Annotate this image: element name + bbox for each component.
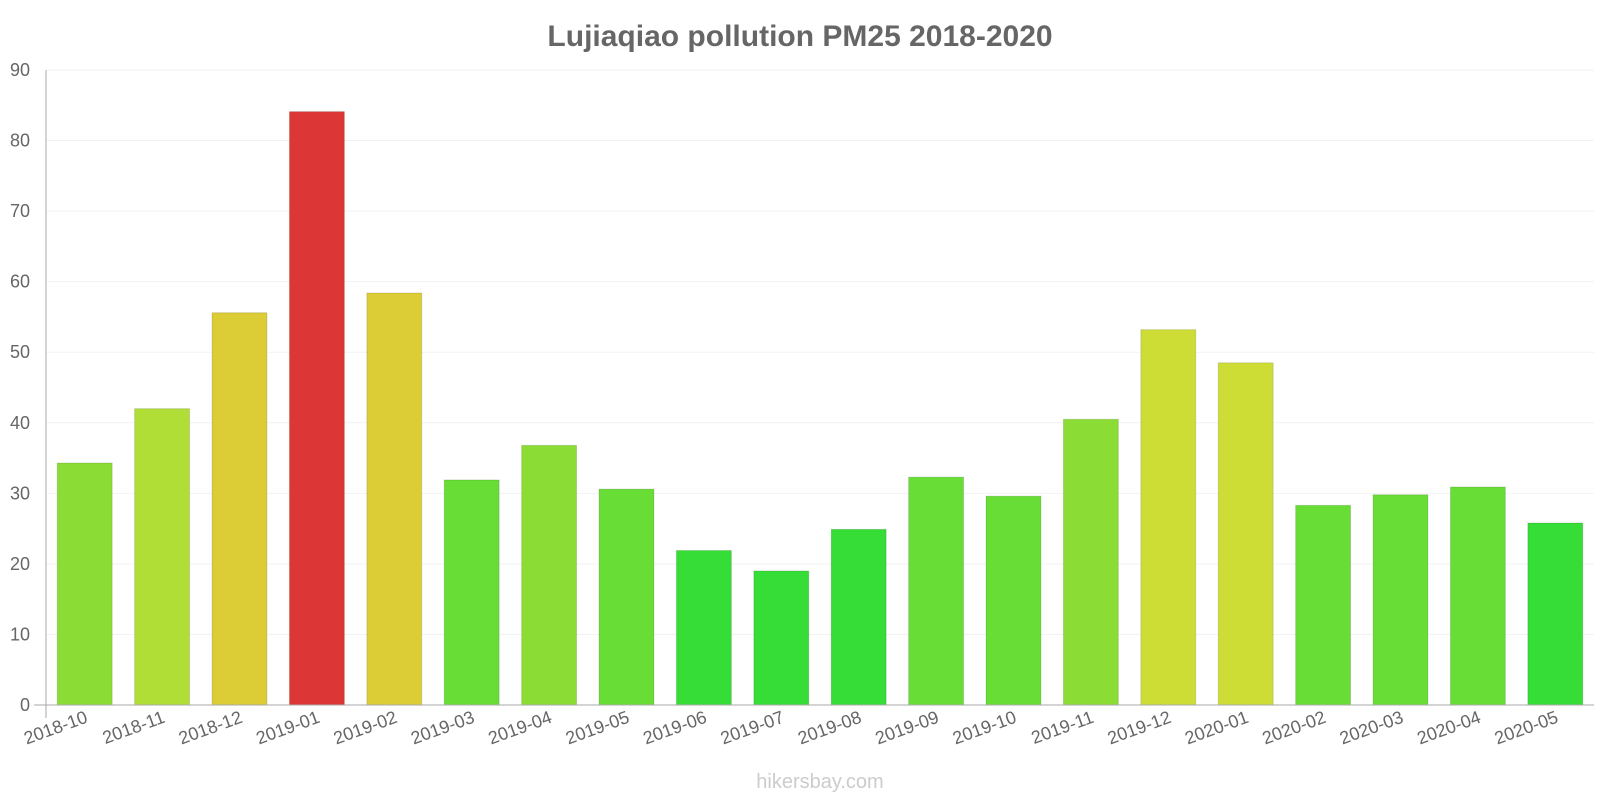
bar-2019-04[interactable] [521,444,578,706]
x-tick-label: 2019-05 [563,707,632,748]
x-tick-label: 2019-09 [873,707,942,748]
x-tick-label: 2020-04 [1414,707,1483,748]
bar-2018-12[interactable] [211,312,268,706]
bar-2019-08[interactable] [830,528,887,706]
bar-2019-07[interactable] [753,570,810,706]
grid-lines [46,69,1594,635]
bar-2020-01[interactable] [1217,362,1274,706]
x-tick-label: 2019-07 [718,707,787,748]
y-tick-label: 70 [10,201,30,221]
x-tick-label: 2020-02 [1260,707,1329,748]
bar-2019-02[interactable] [366,292,423,706]
bar-2020-02[interactable] [1295,504,1352,706]
y-tick-label: 90 [10,60,30,80]
bars [56,111,1584,706]
bar-2019-10[interactable] [985,495,1042,706]
bar-2019-09[interactable] [908,476,965,706]
x-tick-label: 2018-10 [21,707,90,748]
x-tick-label: 2019-04 [486,707,555,748]
axes [34,70,1594,718]
x-tick-label: 2019-03 [408,707,477,748]
bar-2018-10[interactable] [56,462,113,706]
x-tick-label: 2019-12 [1105,707,1174,748]
x-tick-label: 2019-02 [331,707,400,748]
y-tick-label: 30 [10,483,30,503]
bar-2018-11[interactable] [134,408,191,706]
bar-2020-03[interactable] [1372,494,1429,706]
x-tick-label: 2019-01 [253,707,322,748]
bar-2019-01[interactable] [288,111,345,706]
watermark: hikersbay.com [756,771,883,793]
y-tick-label: 20 [10,554,30,574]
bar-2019-11[interactable] [1062,418,1119,706]
y-tick-labels: 0 10 20 30 40 50 60 70 80 90 [10,60,30,715]
y-tick-label: 40 [10,413,30,433]
x-tick-label: 2020-05 [1492,707,1561,748]
bar-2019-03[interactable] [443,479,500,706]
y-tick-label: 80 [10,131,30,151]
x-tick-label: 2019-11 [1029,707,1097,748]
bar-2020-04[interactable] [1449,486,1506,706]
x-tick-label: 2020-03 [1337,707,1406,748]
bar-2019-12[interactable] [1140,329,1197,706]
y-tick-label: 0 [20,695,30,715]
x-tick-label: 2019-08 [795,707,864,748]
bar-2020-05[interactable] [1527,522,1584,706]
x-tick-label: 2019-06 [640,707,709,748]
chart-title: Lujiaqiao pollution PM25 2018-2020 [547,20,1052,53]
x-tick-label: 2020-01 [1182,707,1251,748]
y-tick-label: 10 [10,624,30,644]
bar-2019-06[interactable] [675,549,732,706]
x-tick-label: 2018-11 [100,707,168,748]
x-tick-labels: 2018-10 2018-11 2018-12 2019-01 2019-02 2019-… [21,707,1561,748]
x-tick-label: 2019-10 [950,707,1019,748]
y-tick-label: 60 [10,272,30,292]
bar-2019-05[interactable] [598,488,655,706]
x-tick-label: 2018-12 [176,707,245,748]
y-tick-label: 50 [10,342,30,362]
